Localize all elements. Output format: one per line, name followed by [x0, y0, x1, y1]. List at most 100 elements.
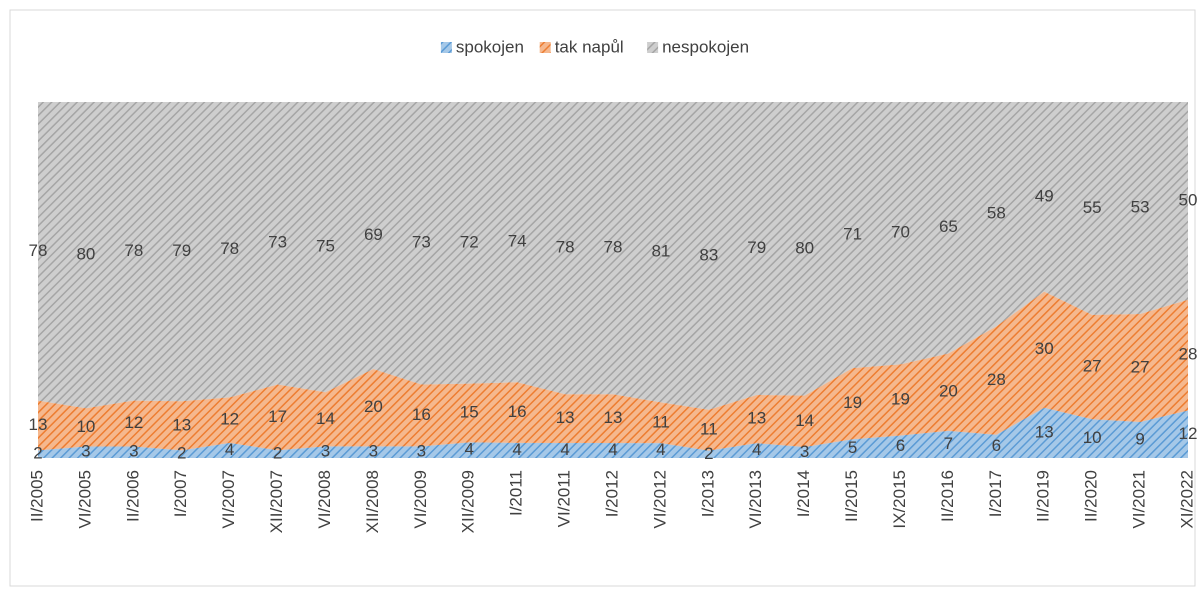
data-label: 2 [177, 444, 186, 463]
x-tick-label: VI/2005 [75, 470, 94, 529]
x-tick-label: I/2012 [602, 470, 621, 517]
legend-swatch [647, 42, 659, 53]
data-label: 4 [560, 440, 569, 459]
data-label: 12 [1179, 424, 1198, 443]
data-label: 69 [364, 225, 383, 244]
legend-label: spokojen [456, 37, 524, 56]
data-label: 6 [896, 436, 905, 455]
data-label: 78 [604, 238, 623, 257]
x-tick-label: VI/2009 [411, 470, 430, 529]
x-tick-label: XII/2007 [267, 470, 286, 533]
data-label: 14 [795, 411, 814, 430]
data-label: 2 [33, 444, 42, 463]
data-label: 28 [987, 370, 1006, 389]
data-label: 58 [987, 204, 1006, 223]
data-label: 4 [512, 440, 521, 459]
data-label: 3 [800, 442, 809, 461]
data-label: 9 [1135, 429, 1144, 448]
data-label: 7 [944, 434, 953, 453]
data-label: 75 [316, 237, 335, 256]
data-label: 72 [460, 232, 479, 251]
legend-swatch [539, 42, 551, 53]
data-label: 17 [268, 407, 287, 426]
x-tick-label: VI/2007 [219, 470, 238, 529]
data-label: 14 [316, 409, 335, 428]
x-tick-label: II/2016 [938, 470, 957, 522]
data-label: 28 [1179, 345, 1198, 364]
x-tick-label: VI/2011 [555, 470, 574, 527]
data-label: 83 [699, 245, 718, 264]
data-label: 19 [843, 393, 862, 412]
area [38, 291, 1188, 451]
data-label: 55 [1083, 198, 1102, 217]
data-label: 53 [1131, 197, 1150, 216]
data-label: 50 [1179, 190, 1198, 209]
x-tick-label: II/2006 [123, 470, 142, 522]
x-tick-label: XII/2008 [363, 470, 382, 533]
data-label: 27 [1083, 357, 1102, 376]
legend-label: nespokojen [662, 37, 749, 56]
data-label: 73 [268, 233, 287, 252]
x-tick-label: VI/2021 [1130, 470, 1149, 529]
data-label: 12 [220, 410, 239, 429]
legend-label: tak napůl [555, 37, 624, 56]
data-label: 15 [460, 402, 479, 421]
x-tick-label: I/2011 [507, 470, 526, 516]
data-label: 11 [700, 420, 718, 439]
data-label: 2 [704, 444, 713, 463]
data-label: 30 [1035, 339, 1054, 358]
x-tick-label: I/2017 [986, 470, 1005, 517]
data-label: 6 [992, 436, 1001, 455]
x-tick-label: II/2019 [1034, 470, 1053, 522]
x-tick-label: I/2014 [794, 470, 813, 517]
data-label: 3 [129, 442, 138, 461]
x-tick-label: IX/2015 [890, 470, 909, 529]
data-label: 4 [752, 440, 761, 459]
x-tick-label: II/2020 [1082, 470, 1101, 522]
area [38, 102, 1188, 410]
data-label: 27 [1131, 357, 1150, 376]
data-label: 11 [652, 412, 670, 431]
data-label: 20 [364, 397, 383, 416]
data-label: 13 [29, 415, 48, 434]
data-label: 19 [891, 389, 910, 408]
data-label: 78 [556, 238, 575, 257]
data-label: 4 [608, 440, 617, 459]
data-label: 3 [81, 442, 90, 461]
x-tick-label: II/2005 [27, 470, 46, 522]
data-label: 3 [321, 442, 330, 461]
x-tick-label: VI/2012 [650, 470, 669, 529]
data-label: 78 [124, 241, 143, 260]
data-label: 81 [651, 242, 670, 261]
data-label: 12 [124, 413, 143, 432]
data-label: 13 [556, 408, 575, 427]
data-label: 13 [747, 409, 766, 428]
data-label: 3 [369, 442, 378, 461]
data-label: 13 [1035, 422, 1054, 441]
x-tick-label: II/2015 [842, 470, 861, 522]
x-tick-label: I/2013 [698, 470, 717, 517]
data-label: 73 [412, 233, 431, 252]
area [38, 407, 1188, 458]
x-tick-label: VI/2013 [746, 470, 765, 529]
data-label: 2 [273, 444, 282, 463]
data-label: 13 [604, 408, 623, 427]
data-label: 65 [939, 217, 958, 236]
data-label: 4 [465, 440, 474, 459]
data-label: 16 [412, 405, 431, 424]
data-label: 10 [76, 417, 95, 436]
x-tick-label: XII/2009 [459, 470, 478, 533]
x-tick-label: VI/2008 [315, 470, 334, 529]
data-label: 74 [508, 232, 527, 251]
data-label: 5 [848, 438, 857, 457]
data-label: 16 [508, 402, 527, 421]
data-label: 79 [172, 241, 191, 260]
data-label: 78 [29, 241, 48, 260]
data-label: 80 [76, 245, 95, 264]
data-label: 71 [843, 225, 862, 244]
x-tick-label: XI/2022 [1177, 470, 1196, 529]
data-label: 4 [656, 440, 665, 459]
data-label: 4 [225, 440, 234, 459]
data-label: 10 [1083, 428, 1102, 447]
